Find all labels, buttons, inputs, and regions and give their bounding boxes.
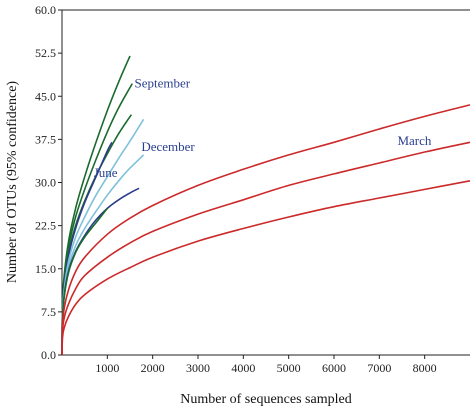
rarefaction-curve xyxy=(61,141,471,356)
y-tick-label: 0.0 xyxy=(41,348,56,362)
series-annotation: June xyxy=(94,165,118,180)
rarefaction-curve xyxy=(61,187,140,356)
x-tick-label: 2000 xyxy=(141,361,165,375)
y-axis-title: Number of OTUs (95% confidence) xyxy=(5,81,20,283)
rarefaction-curve xyxy=(61,114,133,356)
rarefaction-curve xyxy=(61,118,145,356)
y-tick-label: 22.5 xyxy=(35,219,56,233)
x-tick-label: 1000 xyxy=(95,361,119,375)
y-tick-label: 37.5 xyxy=(35,132,56,146)
series-annotation: December xyxy=(141,139,195,154)
x-tick-label: 4000 xyxy=(231,361,255,375)
y-tick-label: 7.5 xyxy=(41,305,56,319)
y-tick-label: 15.0 xyxy=(35,262,56,276)
annotation-group: September December June March xyxy=(94,76,432,180)
y-tick-label: 45.0 xyxy=(35,89,56,103)
rarefaction-curve xyxy=(61,180,471,356)
rarefaction-curve xyxy=(61,207,108,356)
x-tick-label: 6000 xyxy=(322,361,346,375)
x-tick-label: 8000 xyxy=(413,361,437,375)
x-tick-label: 3000 xyxy=(186,361,210,375)
y-tick-label: 52.5 xyxy=(35,46,56,60)
x-tick-label: 5000 xyxy=(277,361,301,375)
rarefaction-curve xyxy=(61,104,471,356)
series-annotation: September xyxy=(135,76,191,91)
plot-area: 1000 2000 3000 4000 5000 6000 7000 8000 0.0 7.5 1… xyxy=(35,3,471,375)
y-tick-label: 60.0 xyxy=(35,3,56,17)
x-tick-group: 1000 2000 3000 4000 5000 6000 7000 8000 xyxy=(95,355,437,375)
x-axis-title: Number of sequences sampled xyxy=(180,392,351,407)
curve-group xyxy=(61,55,471,356)
x-tick-label: 7000 xyxy=(367,361,391,375)
y-tick-label: 30.0 xyxy=(35,176,56,190)
series-annotation: March xyxy=(397,133,431,148)
y-tick-group: 0.0 7.5 15.0 22.5 30.0 37.5 45.0 52.5 60.0 xyxy=(35,3,62,362)
